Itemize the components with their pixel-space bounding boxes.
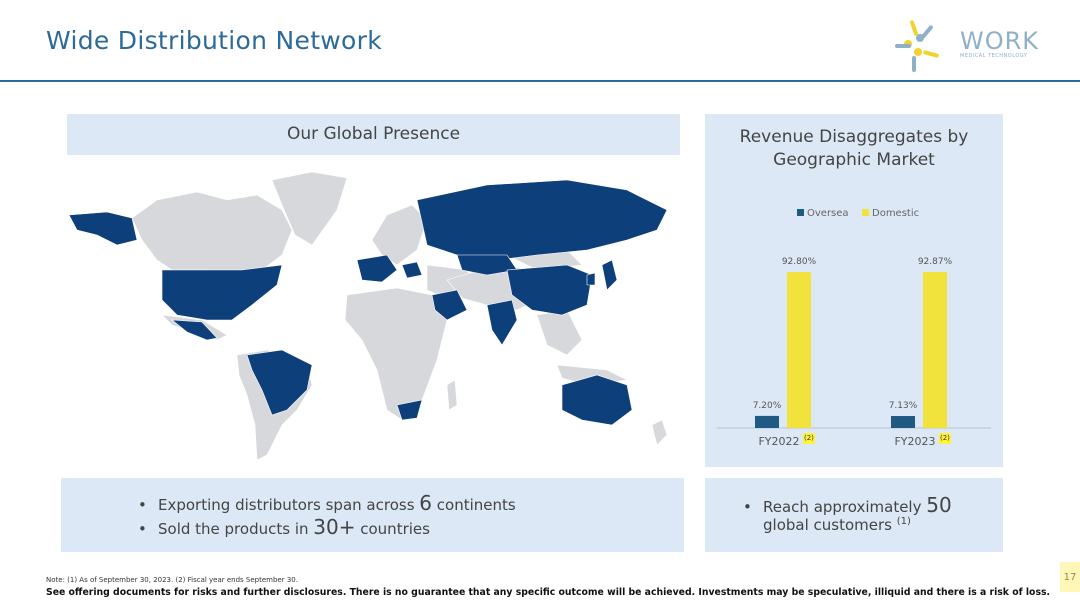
page-title: Wide Distribution Network [46,26,382,55]
logo-subtitle: MEDICAL TECHNOLOGY [960,53,1028,59]
footnote-highlight [803,433,815,444]
data-label-domestic-fy2023: 92.87% [918,257,953,267]
bullet-highlight-number: 50 [926,493,952,517]
map-panel-header: Our Global Presence [67,114,680,155]
footnote: Note: (1) As of September 30, 2023. (2) … [46,576,298,584]
bar-domestic-fy2022 [787,272,811,428]
company-logo [892,18,1052,78]
legend-label-oversea: Oversea [807,208,849,219]
page-number: 17 [1060,562,1080,592]
bullet-countries: • Sold the products in 30+ countries [138,515,430,539]
legend-label-domestic: Domestic [872,208,919,219]
bullet-highlight-number: 30+ [313,515,356,539]
data-label-oversea-fy2022: 7.20% [753,401,782,411]
header-divider [0,80,1080,82]
bullet-dot: • [138,496,147,514]
bullet-customers-line2: global customers (1) [763,516,911,534]
bullet-text: Reach approximately [763,498,927,516]
bullet-text: countries [355,520,430,538]
distribution-highlights: • Exporting distributors span across 6 co… [61,478,684,552]
bar-oversea-fy2023 [891,416,915,428]
x-tick-label-fy2022: FY2022 [758,435,799,448]
legend-swatch-oversea [797,209,804,216]
map-panel-title: Our Global Presence [286,124,461,144]
revenue-bar-chart: Oversea Domestic 7.20% 92.80% FY2022 (2) 7.13%… [717,208,991,448]
logo-wordmark: WORK [960,27,1040,55]
revenue-panel [705,114,1003,467]
customer-highlight: • Reach approximately 50 global customers… [705,478,1003,552]
footnote-highlight [939,433,951,444]
bullet-text: continents [432,496,516,514]
bar-oversea-fy2022 [755,415,779,428]
revenue-title-line1: Revenue Disaggregates by [739,127,969,147]
data-label-domestic-fy2022: 92.80% [782,257,817,267]
logo-mark-icon [895,20,939,72]
x-tick-footnote-fy2022: (2) [804,434,814,442]
bullet-text: global customers [763,516,897,534]
bullet-dot: • [743,498,752,516]
footnote-marker: (1) [896,516,911,527]
bullet-text: Sold the products in [158,520,314,538]
disclaimer: See offering documents for risks and fur… [46,587,1051,598]
x-tick-label-fy2023: FY2023 [894,435,935,448]
data-label-oversea-fy2023: 7.13% [889,401,918,411]
revenue-panel-title: Revenue Disaggregates by Geographic Mark… [705,126,1003,172]
legend-swatch-domestic [862,209,869,216]
bullet-dot: • [138,520,147,538]
revenue-title-line2: Geographic Market [773,150,935,170]
map-highlight-countries [68,179,668,426]
bullet-continents: • Exporting distributors span across 6 co… [138,491,516,515]
bullet-customers: • Reach approximately 50 [743,493,952,517]
x-tick-footnote-fy2023: (2) [940,434,950,442]
bullet-text: Exporting distributors span across [158,496,420,514]
bullet-highlight-number: 6 [419,491,433,515]
bar-domestic-fy2023 [923,271,947,428]
world-map [68,171,668,461]
